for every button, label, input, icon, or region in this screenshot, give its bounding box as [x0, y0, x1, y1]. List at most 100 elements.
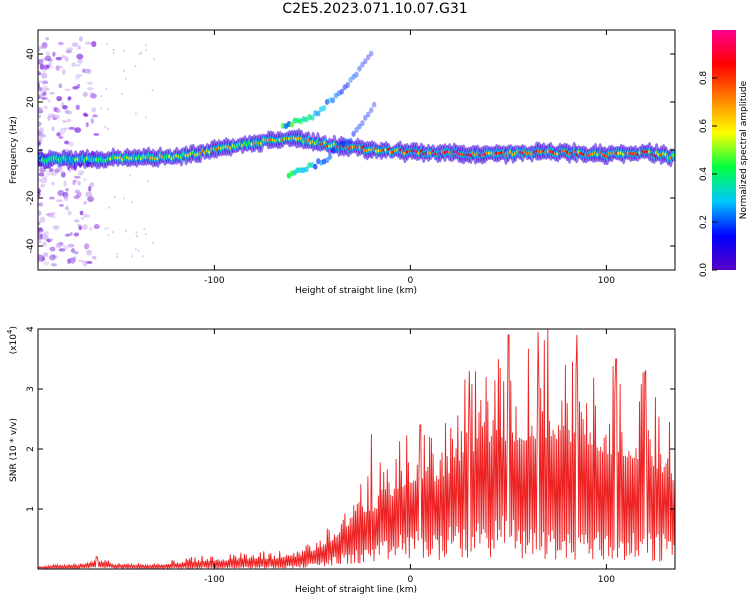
page-title: C2E5.2023.071.10.07.G31	[282, 1, 468, 17]
spectrogram-noise	[112, 52, 115, 55]
spectrogram-noise	[38, 72, 42, 76]
snr-y-label: SNR (10 * v/v)	[9, 418, 19, 482]
spectrogram-noise	[116, 253, 118, 256]
spectrogram-noise	[73, 195, 80, 200]
spectrogram-noise	[89, 91, 95, 95]
spectrogram-noise	[40, 183, 46, 188]
spectrogram-noise	[49, 196, 55, 200]
spectrogram-noise	[65, 188, 69, 192]
spectrogram-noise	[90, 117, 94, 124]
snr-multiplier-base: (x10	[9, 334, 19, 355]
spectrogram-noise	[52, 51, 56, 57]
spectrogram-noise	[64, 109, 70, 114]
spectrogram-noise	[49, 246, 56, 252]
spectrogram-noise	[78, 225, 83, 231]
spectrogram-noise	[38, 71, 41, 75]
colorbar-gradient	[712, 30, 736, 270]
spectrogram-noise	[58, 136, 64, 139]
spectrogram-noise	[91, 41, 97, 48]
colorbar-label: Normalized spectral amplitude	[739, 80, 749, 219]
spectrogram-noise	[79, 210, 84, 216]
spectrogram-noise	[78, 259, 84, 263]
spectrogram-noise	[38, 172, 45, 177]
spectrogram-noise	[70, 167, 76, 170]
spectrogram-noise	[38, 79, 43, 84]
spectrogram-secondary-trace	[369, 107, 374, 114]
colorbar-tick-label: 0.0	[699, 263, 709, 278]
spectrogram-x-label: Height of straight line (km)	[295, 286, 417, 296]
spectrogram-noise	[74, 127, 82, 133]
spectrogram-noise	[74, 219, 80, 223]
snr-x-tick-label: 100	[598, 575, 615, 585]
spectrogram-noise	[84, 243, 90, 250]
spectrogram-y-tick-label: 0	[26, 147, 36, 153]
spectrogram-noise	[38, 137, 43, 143]
spectrogram-noise	[39, 216, 46, 223]
spectrogram-noise	[51, 254, 58, 258]
spectrogram-noise	[82, 68, 86, 73]
svg-text:(x104): (x104)	[6, 326, 19, 354]
spectrogram-noise	[131, 255, 133, 258]
spectrogram-noise	[82, 91, 88, 98]
spectrogram-noise	[68, 141, 75, 147]
spectrogram-x-tick-label: 100	[598, 276, 615, 286]
spectrogram-noise	[143, 227, 145, 230]
spectrogram-noise	[135, 112, 137, 115]
spectrogram-noise	[73, 176, 81, 179]
spectrogram-secondary-trace	[333, 147, 339, 154]
spectrogram-noise	[54, 168, 60, 173]
spectrogram-noise	[123, 197, 125, 200]
spectrogram-noise	[131, 201, 133, 204]
spectrogram-noise	[38, 131, 43, 137]
spectrogram-noise	[38, 228, 44, 233]
spectrogram-noise	[113, 196, 116, 199]
spectrogram-noise	[55, 242, 63, 249]
spectrogram-noise	[66, 47, 74, 51]
spectrogram-noise	[39, 127, 44, 133]
spectrogram-noise	[70, 248, 76, 253]
spectrogram-noise	[46, 64, 50, 69]
spectrogram-noise	[59, 204, 64, 207]
spectrogram-secondary-trace	[327, 153, 333, 160]
snr-y-tick-label: 2	[26, 446, 36, 452]
spectrogram-noise	[77, 181, 81, 186]
snr-x-tick-label: 0	[408, 575, 414, 585]
spectrogram-noise	[87, 86, 94, 91]
spectrogram-noise	[76, 73, 84, 78]
spectrogram-secondary-trace	[316, 110, 321, 117]
spectrogram-noise	[147, 179, 150, 182]
spectrogram-noise	[121, 93, 124, 96]
spectrogram-noise	[50, 215, 57, 218]
spectrogram-noise	[106, 227, 109, 230]
spectrogram-noise	[52, 225, 60, 230]
spectrogram-noise	[57, 190, 65, 197]
spectrogram-noise	[74, 191, 81, 194]
spectrogram-secondary-trace	[342, 84, 347, 91]
spectrogram-noise	[43, 252, 49, 258]
spectrogram-noise	[67, 243, 75, 248]
spectrogram-noise	[145, 233, 147, 236]
spectrogram-secondary-trace	[345, 138, 350, 145]
spectrogram-noise	[41, 72, 48, 79]
spectrogram-secondary-trace	[310, 114, 315, 121]
spectrogram-noise	[78, 36, 83, 42]
spectrogram-noise	[72, 255, 77, 261]
spectrogram-noise	[38, 221, 41, 226]
spectrogram-secondary-trace	[324, 157, 330, 164]
spectrogram-noise	[41, 80, 49, 85]
spectrogram-noise	[122, 49, 125, 52]
spectrogram-noise	[151, 89, 154, 92]
spectrogram-noise	[77, 58, 84, 64]
spectrogram-noise	[106, 43, 109, 46]
snr-ticks: -100 0 100 1 2 3 4	[26, 326, 675, 585]
spectrogram-noise	[66, 118, 72, 123]
spectrogram-noise	[38, 59, 41, 66]
spectrogram-noise	[72, 86, 79, 90]
spectrogram-secondary-trace	[321, 104, 327, 111]
spectrogram-noise	[136, 235, 138, 238]
spectrogram-noise	[38, 121, 43, 126]
spectrogram-noise	[91, 107, 97, 113]
spectrogram-noise	[90, 93, 97, 99]
spectrogram-noise	[82, 223, 88, 231]
spectrogram-noise	[50, 114, 56, 118]
